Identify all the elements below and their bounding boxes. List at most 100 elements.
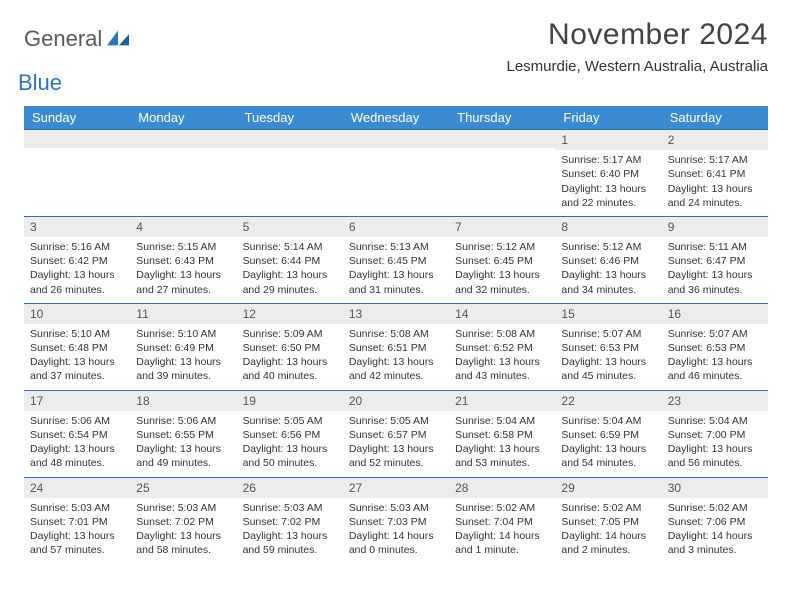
calendar-day-cell: 28Sunrise: 5:02 AMSunset: 7:04 PMDayligh… (449, 477, 555, 563)
sunrise-text: Sunrise: 5:06 AM (30, 414, 124, 428)
title-block: November 2024 Lesmurdie, Western Austral… (506, 18, 768, 75)
calendar-day-cell: 1Sunrise: 5:17 AMSunset: 6:40 PMDaylight… (555, 130, 661, 217)
day-info: Sunrise: 5:07 AMSunset: 6:53 PMDaylight:… (662, 324, 768, 390)
day-number: 2 (662, 130, 768, 150)
sunset-text: Sunset: 6:47 PM (668, 254, 762, 268)
day-info: Sunrise: 5:02 AMSunset: 7:04 PMDaylight:… (449, 498, 555, 564)
sunset-text: Sunset: 6:57 PM (349, 428, 443, 442)
sunrise-text: Sunrise: 5:05 AM (243, 414, 337, 428)
sunrise-text: Sunrise: 5:04 AM (668, 414, 762, 428)
calendar-day-cell: 9Sunrise: 5:11 AMSunset: 6:47 PMDaylight… (662, 216, 768, 303)
daylight-text: Daylight: 13 hours and 45 minutes. (561, 355, 655, 383)
sunset-text: Sunset: 6:50 PM (243, 341, 337, 355)
sunrise-text: Sunrise: 5:14 AM (243, 240, 337, 254)
calendar-empty-cell (449, 130, 555, 217)
daylight-text: Daylight: 13 hours and 39 minutes. (136, 355, 230, 383)
calendar-week-row: 17Sunrise: 5:06 AMSunset: 6:54 PMDayligh… (24, 390, 768, 477)
sunrise-text: Sunrise: 5:03 AM (243, 501, 337, 515)
daylight-text: Daylight: 13 hours and 46 minutes. (668, 355, 762, 383)
calendar-day-cell: 25 Sunrise: 5:03 AMSunset: 7:02 PMDayligh… (130, 477, 236, 563)
day-number: 25 (130, 478, 236, 498)
sunrise-text: Sunrise: 5:03 AM (136, 501, 230, 515)
page-title: November 2024 (506, 18, 768, 52)
daylight-text: Daylight: 13 hours and 22 minutes. (561, 182, 655, 210)
sunset-text: Sunset: 6:52 PM (455, 341, 549, 355)
sunrise-text: Sunrise: 5:12 AM (455, 240, 549, 254)
daylight-text: Daylight: 13 hours and 58 minutes. (136, 529, 230, 557)
calendar-day-cell: 7Sunrise: 5:12 AMSunset: 6:45 PMDaylight… (449, 216, 555, 303)
daylight-text: Daylight: 13 hours and 24 minutes. (668, 182, 762, 210)
sunset-text: Sunset: 6:54 PM (30, 428, 124, 442)
sunrise-text: Sunrise: 5:07 AM (561, 327, 655, 341)
sunset-text: Sunset: 6:53 PM (561, 341, 655, 355)
day-info: Sunrise: 5:16 AMSunset: 6:42 PMDaylight:… (24, 237, 130, 303)
day-info: Sunrise: 5:04 AMSunset: 6:59 PMDaylight:… (555, 411, 661, 477)
calendar-day-cell: 16Sunrise: 5:07 AMSunset: 6:53 PMDayligh… (662, 303, 768, 390)
sunset-text: Sunset: 6:49 PM (136, 341, 230, 355)
sunrise-text: Sunrise: 5:10 AM (136, 327, 230, 341)
weekday-header-row: Sunday Monday Tuesday Wednesday Thursday… (24, 106, 768, 130)
day-info: Sunrise: 5:11 AMSunset: 6:47 PMDaylight:… (662, 237, 768, 303)
calendar-day-cell: 12Sunrise: 5:09 AMSunset: 6:50 PMDayligh… (237, 303, 343, 390)
sunset-text: Sunset: 6:56 PM (243, 428, 337, 442)
day-number: 14 (449, 304, 555, 324)
sunset-text: Sunset: 6:41 PM (668, 167, 762, 181)
day-info: Sunrise: 5:07 AMSunset: 6:53 PMDaylight:… (555, 324, 661, 390)
calendar-day-cell: 8Sunrise: 5:12 AMSunset: 6:46 PMDaylight… (555, 216, 661, 303)
calendar-day-cell: 21Sunrise: 5:04 AMSunset: 6:58 PMDayligh… (449, 390, 555, 477)
day-number: 24 (24, 478, 130, 498)
sunrise-text: Sunrise: 5:03 AM (30, 501, 124, 515)
empty-day-band (343, 130, 449, 148)
day-number: 12 (237, 304, 343, 324)
sunset-text: Sunset: 7:02 PM (136, 515, 230, 529)
day-number: 16 (662, 304, 768, 324)
day-number: 10 (24, 304, 130, 324)
day-info: Sunrise: 5:05 AMSunset: 6:56 PMDaylight:… (237, 411, 343, 477)
daylight-text: Daylight: 13 hours and 40 minutes. (243, 355, 337, 383)
daylight-text: Daylight: 13 hours and 57 minutes. (30, 529, 124, 557)
calendar-day-cell: 10Sunrise: 5:10 AMSunset: 6:48 PMDayligh… (24, 303, 130, 390)
day-info: Sunrise: 5:13 AMSunset: 6:45 PMDaylight:… (343, 237, 449, 303)
daylight-text: Daylight: 13 hours and 43 minutes. (455, 355, 549, 383)
daylight-text: Daylight: 13 hours and 32 minutes. (455, 268, 549, 296)
day-info: Sunrise: 5:17 AMSunset: 6:41 PMDaylight:… (662, 150, 768, 216)
day-info: Sunrise: 5:15 AMSunset: 6:43 PMDaylight:… (130, 237, 236, 303)
day-number: 11 (130, 304, 236, 324)
sunset-text: Sunset: 6:43 PM (136, 254, 230, 268)
day-info: Sunrise: 5:04 AMSunset: 6:58 PMDaylight:… (449, 411, 555, 477)
sunrise-text: Sunrise: 5:03 AM (349, 501, 443, 515)
sunrise-text: Sunrise: 5:06 AM (136, 414, 230, 428)
sunset-text: Sunset: 6:46 PM (561, 254, 655, 268)
sunrise-text: Sunrise: 5:12 AM (561, 240, 655, 254)
daylight-text: Daylight: 13 hours and 53 minutes. (455, 442, 549, 470)
sunset-text: Sunset: 7:04 PM (455, 515, 549, 529)
empty-day-band (24, 130, 130, 148)
weekday-header: Saturday (662, 106, 768, 130)
sunset-text: Sunset: 6:51 PM (349, 341, 443, 355)
daylight-text: Daylight: 14 hours and 0 minutes. (349, 529, 443, 557)
day-number: 9 (662, 217, 768, 237)
day-info: Sunrise: 5:09 AMSunset: 6:50 PMDaylight:… (237, 324, 343, 390)
sunset-text: Sunset: 6:59 PM (561, 428, 655, 442)
day-info: Sunrise: 5:10 AMSunset: 6:49 PMDaylight:… (130, 324, 236, 390)
day-number: 22 (555, 391, 661, 411)
day-info: Sunrise: 5:12 AMSunset: 6:46 PMDaylight:… (555, 237, 661, 303)
daylight-text: Daylight: 13 hours and 48 minutes. (30, 442, 124, 470)
day-number: 18 (130, 391, 236, 411)
sunrise-text: Sunrise: 5:17 AM (561, 153, 655, 167)
daylight-text: Daylight: 14 hours and 2 minutes. (561, 529, 655, 557)
day-info: Sunrise: 5:14 AMSunset: 6:44 PMDaylight:… (237, 237, 343, 303)
day-number: 21 (449, 391, 555, 411)
sunset-text: Sunset: 7:06 PM (668, 515, 762, 529)
calendar-week-row: 10Sunrise: 5:10 AMSunset: 6:48 PMDayligh… (24, 303, 768, 390)
day-number: 30 (662, 478, 768, 498)
daylight-text: Daylight: 13 hours and 54 minutes. (561, 442, 655, 470)
day-info: Sunrise: 5:06 AMSunset: 6:55 PMDaylight:… (130, 411, 236, 477)
sunset-text: Sunset: 7:01 PM (30, 515, 124, 529)
day-info: Sunrise: 5:10 AMSunset: 6:48 PMDaylight:… (24, 324, 130, 390)
day-number: 13 (343, 304, 449, 324)
calendar-empty-cell (24, 130, 130, 217)
weekday-header: Friday (555, 106, 661, 130)
daylight-text: Daylight: 14 hours and 3 minutes. (668, 529, 762, 557)
daylight-text: Daylight: 13 hours and 50 minutes. (243, 442, 337, 470)
